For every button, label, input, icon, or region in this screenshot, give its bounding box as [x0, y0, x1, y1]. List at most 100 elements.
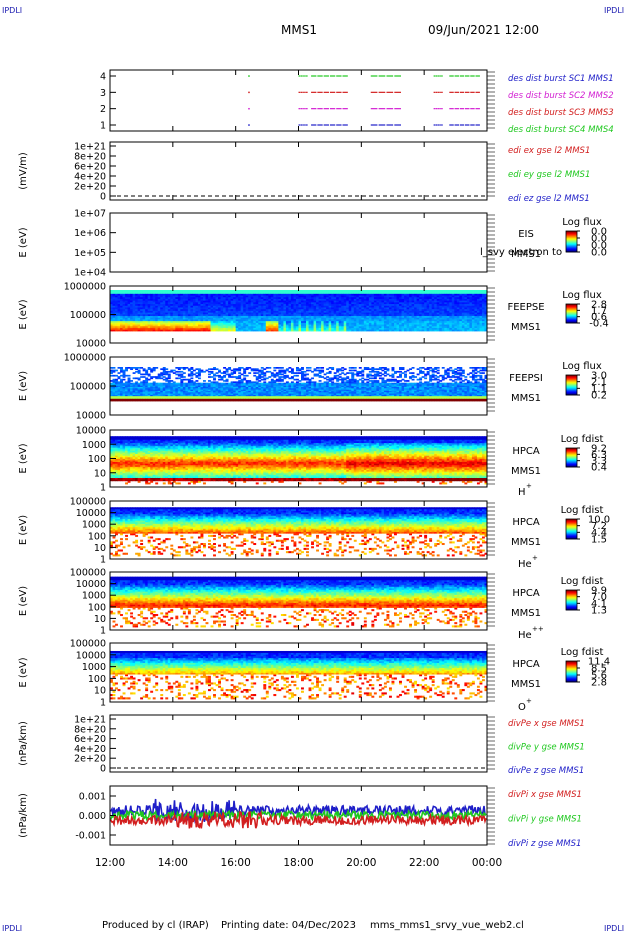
- panel-divpi-legend-2: divPi z gse MMS1: [508, 839, 581, 849]
- panel-hpca-oplus-spacecraft-label: MMS1: [511, 679, 541, 690]
- panel-eis-ytick-label: 1e+04: [74, 268, 106, 279]
- panel-divpe-ylabel: (nPa/km): [18, 721, 29, 766]
- xaxis-tick-label: 16:00: [221, 857, 251, 869]
- xaxis-tick-label: 00:00: [472, 857, 502, 869]
- panel-hpca-h-cbar-tick: 0.4: [591, 463, 607, 474]
- panel-hpca-h-charge-label: +: [526, 482, 532, 490]
- panel-hpca-h-ytick-label: 10: [94, 468, 106, 479]
- panel-divpe-legend-1: divPe y gse MMS1: [508, 743, 585, 753]
- panel-feepse-spacecraft-label: MMS1: [511, 322, 541, 333]
- panel-hpca-heplus-ytick-label: 1: [100, 555, 106, 566]
- panel-divpe-ytick-label: 0: [100, 764, 106, 775]
- xaxis-tick-label: 12:00: [95, 857, 125, 869]
- panel-feepsi-cbar-tick: 0.2: [591, 391, 607, 402]
- panel-divpe-ytick-label: 6e+20: [74, 734, 106, 745]
- panel-divpi-ytick-label: -0.001: [75, 831, 106, 842]
- panel-eis-ylabel: E (eV): [18, 227, 29, 257]
- panel-edi-ytick-label: 6e+20: [74, 162, 106, 173]
- panel-feepsi-ytick-label: 1000000: [64, 353, 106, 364]
- panel-hpca-h-ytick-label: 1: [100, 483, 106, 494]
- panel-feepse-ylabel: E (eV): [18, 299, 29, 329]
- panel-hpca-heplus-ylabel: E (eV): [18, 515, 29, 545]
- panel-hpca-h-spectrogram: [110, 436, 487, 484]
- panel-feepsi-instrument-label: FEEPSI: [509, 373, 543, 384]
- panel-feepse-ytick-label: 10000: [76, 339, 106, 350]
- panel-hpca-h-ytick-label: 1000: [82, 440, 106, 451]
- xaxis-tick-label: 14:00: [158, 857, 188, 869]
- panel-divpe-ytick-label: 8e+20: [74, 724, 106, 735]
- panel-burst-legend-1: des dist burst SC2 MMS2: [508, 91, 614, 101]
- panel-edi-frame: [110, 142, 487, 200]
- panel-eis-instrument-label: EIS: [518, 229, 534, 240]
- panel-burst-legend-2: des dist burst SC3 MMS3: [508, 108, 614, 118]
- panel-hpca-heplus-ytick-label: 1000: [82, 520, 106, 531]
- panel-hpca-heplusplus-cbar-tick: 1.3: [591, 606, 607, 617]
- panel-burst-ytick-label: 1: [100, 121, 106, 132]
- panel-hpca-heplusplus-ytick-label: 1: [100, 626, 106, 637]
- panel-feepse-ytick-label: 100000: [70, 310, 106, 321]
- panel-burst-ytick-label: 3: [100, 88, 106, 99]
- panel-edi-ytick-label: 2e+20: [74, 182, 106, 193]
- panel-hpca-heplus-ytick-label: 100000: [70, 497, 106, 508]
- panel-burst-frame: [110, 70, 487, 131]
- panel-divpi-ytick-label: 0.001: [79, 792, 106, 803]
- panel-hpca-heplusplus-ylabel: E (eV): [18, 586, 29, 616]
- panel-hpca-oplus-ytick-label: 1: [100, 698, 106, 709]
- panel-feepsi-spacecraft-label: MMS1: [511, 393, 541, 404]
- panel-eis-overlay-text: l_svy electron to: [480, 247, 562, 258]
- panel-hpca-heplusplus-ytick-label: 1000: [82, 591, 106, 602]
- panel-hpca-heplusplus-spectrogram: [110, 577, 487, 628]
- panel-eis-ytick-label: 1e+07: [74, 209, 106, 220]
- panel-hpca-heplusplus-charge-label: ++: [532, 625, 544, 633]
- panel-hpca-heplusplus-spacecraft-label: MMS1: [511, 608, 541, 619]
- panel-divpe-legend-0: divPe x gse MMS1: [508, 719, 585, 729]
- panel-feepsi-spectrogram: [110, 367, 487, 401]
- panel-hpca-heplusplus-ytick-label: 100: [88, 602, 106, 613]
- panel-hpca-oplus-spectrogram: [110, 651, 487, 699]
- panel-divpe-ytick-label: 1e+21: [74, 715, 106, 726]
- panel-hpca-heplusplus-species-label: He: [518, 630, 532, 641]
- panel-eis-ytick-label: 1e+06: [74, 228, 106, 239]
- panel-hpca-oplus-ylabel: E (eV): [18, 657, 29, 687]
- panel-feepse-ytick-label: 1000000: [64, 282, 106, 293]
- panel-hpca-oplus-ytick-label: 100: [88, 674, 106, 685]
- panel-divpe-ytick-label: 2e+20: [74, 754, 106, 765]
- xaxis-tick-label: 18:00: [283, 857, 313, 869]
- panel-eis-ytick-label: 1e+05: [74, 248, 106, 259]
- panel-hpca-h-ylabel: E (eV): [18, 443, 29, 473]
- panel-feepse-instrument-label: FEEPSE: [507, 302, 544, 313]
- panel-hpca-h-ytick-label: 10000: [76, 426, 106, 437]
- panel-hpca-heplus-ytick-label: 10: [94, 543, 106, 554]
- panel-feepse-cbar-tick: -0.4: [589, 319, 609, 330]
- panel-eis-frame: [110, 213, 487, 272]
- panel-edi-ylabel: (mV/m): [18, 152, 29, 190]
- panel-hpca-h-species-label: H: [518, 487, 526, 498]
- footer-produced: Produced by cl (IRAP): [102, 920, 209, 931]
- panel-hpca-oplus-species-label: O: [518, 702, 526, 713]
- panel-hpca-h-spacecraft-label: MMS1: [511, 466, 541, 477]
- panel-divpe-ytick-label: 4e+20: [74, 744, 106, 755]
- panel-hpca-oplus-ytick-label: 100000: [70, 639, 106, 650]
- panel-hpca-h-ytick-label: 100: [88, 454, 106, 465]
- panel-divpe-frame: [110, 715, 487, 772]
- mms-summary-plot: 1234 des dist burst SC1 MMS1des dist burs…: [0, 0, 630, 934]
- panel-hpca-oplus-ytick-label: 10: [94, 686, 106, 697]
- panel-divpi-legend-0: divPi x gse MMS1: [508, 790, 582, 800]
- panel-edi-ytick-label: 0: [100, 192, 106, 203]
- footer-printing-date: Printing date: 04/Dec/2023: [221, 920, 356, 931]
- footer-filename: mms_mms1_srvy_vue_web2.cl: [370, 920, 524, 931]
- panel-hpca-oplus-instrument-label: HPCA: [512, 659, 540, 670]
- panel-hpca-heplusplus-ytick-label: 10: [94, 614, 106, 625]
- panel-burst-ytick-label: 2: [100, 104, 106, 115]
- panel-hpca-heplus-species-label: He: [518, 559, 532, 570]
- xaxis-tick-label: 20:00: [346, 857, 376, 869]
- panel-hpca-heplus-instrument-label: HPCA: [512, 517, 540, 528]
- panel-hpca-heplus-ytick-label: 10000: [76, 508, 106, 519]
- panel-hpca-heplusplus-instrument-label: HPCA: [512, 588, 540, 599]
- panel-edi-legend-1: edi ey gse l2 MMS1: [508, 170, 590, 180]
- xaxis-tick-label: 22:00: [409, 857, 439, 869]
- panel-divpi-ytick-label: 0.000: [79, 811, 106, 822]
- panel-hpca-heplus-ytick-label: 100: [88, 531, 106, 542]
- panel-hpca-oplus-cbar-tick: 2.8: [591, 678, 607, 689]
- panel-feepsi-ytick-label: 100000: [70, 382, 106, 393]
